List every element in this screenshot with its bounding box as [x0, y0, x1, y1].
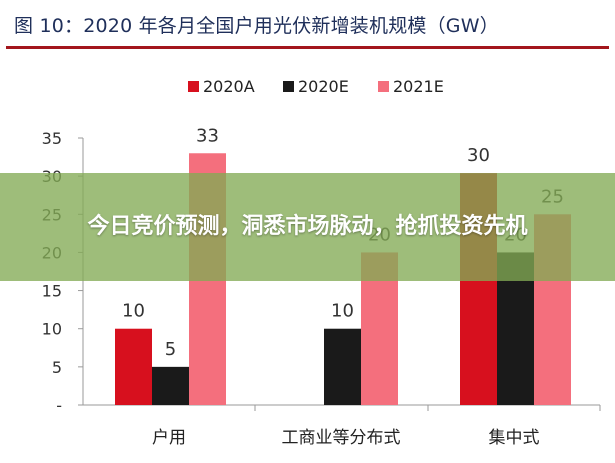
data-label: 33	[196, 125, 219, 146]
x-tick-label: 工商业等分布式	[282, 428, 401, 448]
data-label: 10	[122, 301, 145, 322]
legend-label-2020A: 2020A	[203, 77, 255, 96]
chart-title: 图 10：2020 年各月全国户用光伏新增装机规模（GW）	[14, 15, 499, 37]
legend-label-2021E: 2021E	[393, 77, 444, 96]
legend-swatch-2021E	[378, 81, 389, 92]
data-label: 5	[165, 339, 176, 360]
figure-header: 图 10：2020 年各月全国户用光伏新增装机规模（GW）	[0, 0, 615, 52]
bar-2020E-工商业等分布式	[324, 328, 361, 405]
y-tick-label: -	[56, 396, 62, 415]
y-tick-label: 35	[42, 129, 62, 148]
x-tick-label: 集中式	[489, 428, 540, 448]
legend-label-2020E: 2020E	[298, 77, 349, 96]
legend-swatch-2020A	[188, 81, 199, 92]
bar-2020A-户用	[115, 328, 152, 405]
legend-swatch-2020E	[283, 81, 294, 92]
bar-2020E-户用	[152, 366, 189, 405]
data-label: 30	[467, 145, 490, 166]
banner-text: 今日竞价预测，洞悉市场脉动，抢抓投资先机	[87, 214, 528, 239]
data-label: 10	[331, 301, 354, 322]
y-tick-label: 10	[42, 320, 62, 339]
title-underline	[6, 46, 609, 49]
y-tick-label: 5	[52, 358, 62, 377]
x-axis: 户用 工商业等分布式 集中式	[83, 404, 601, 448]
chart-legend: 2020A 2020E 2021E	[188, 77, 444, 96]
x-tick-label: 户用	[152, 428, 186, 448]
promo-banner: 今日竞价预测，洞悉市场脉动，抢抓投资先机	[0, 173, 615, 281]
y-tick-label: 15	[42, 282, 62, 301]
